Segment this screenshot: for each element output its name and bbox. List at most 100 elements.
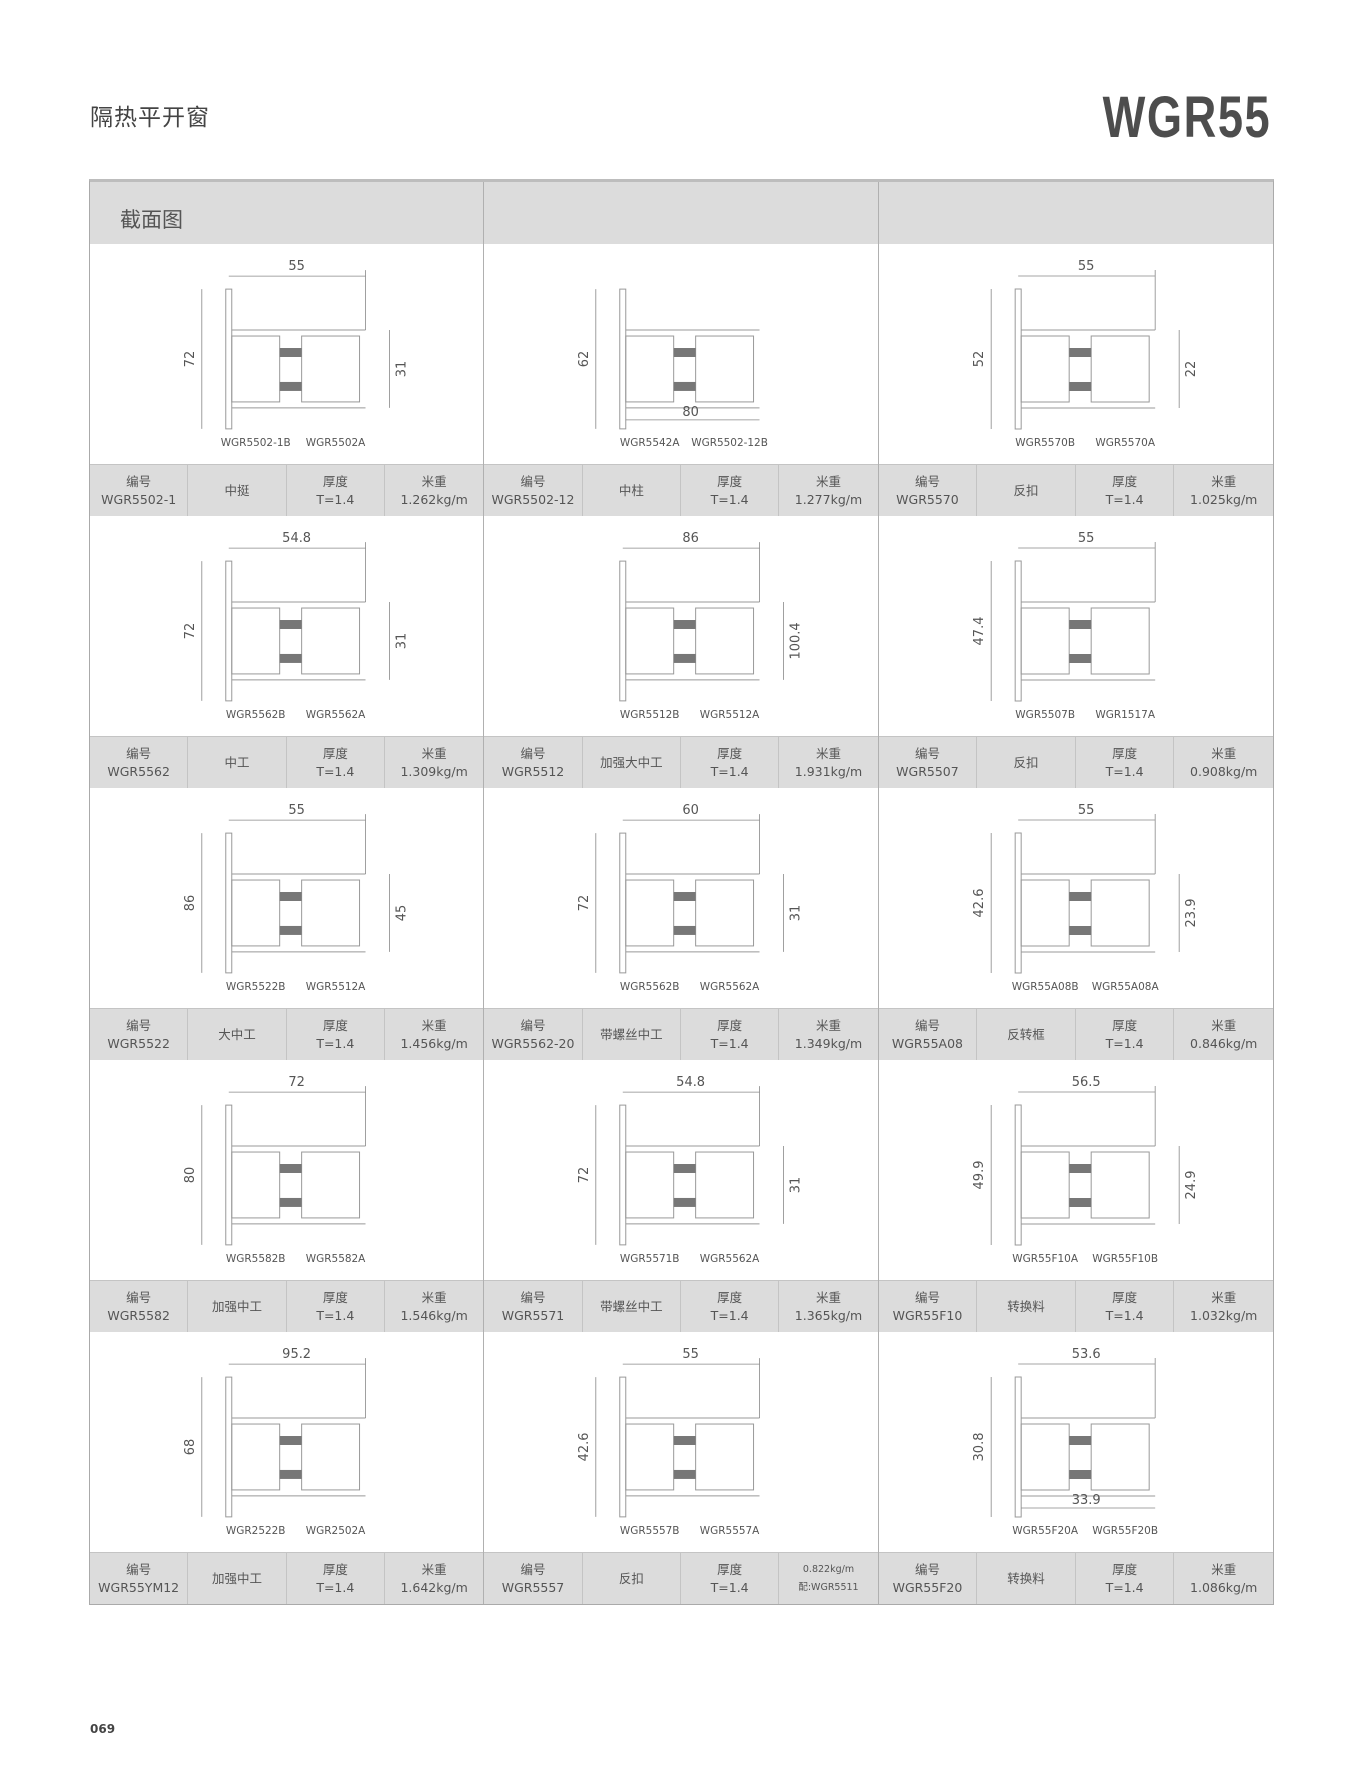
thermal-strip [674,1197,696,1207]
code-value: WGR55F10 [892,1307,963,1323]
code-label: 编号 [520,473,546,489]
profile-chamber [625,1151,675,1219]
profile-chamber [695,607,755,675]
thickness-cell: 厚度 T=1.4 [1076,1553,1175,1604]
thermal-strip [674,653,696,663]
thermal-strip [674,620,696,629]
code-cell: 编号 WGR55F10 [879,1281,978,1332]
code-value: WGR5502-1 [101,491,177,507]
part-label: WGR5562A [700,1253,760,1265]
code-cell: 编号 WGR5557 [484,1553,583,1604]
thickness-cell: 厚度 T=1.4 [681,1009,780,1060]
profile-drawing: 86 100.4 WGR5512B WGR5512A [619,531,804,721]
thickness-cell: 厚度 T=1.4 [287,1281,385,1332]
part-label: WGR5562A [700,981,760,993]
thickness-cell: 厚度 T=1.4 [287,1009,385,1060]
thickness-value: T=1.4 [316,763,355,779]
frame-bar [1014,1104,1022,1246]
part-label: WGR55F10A [1012,1253,1079,1265]
part-label: WGR5502A [306,437,366,449]
profile-cell: 55 47.4 WGR5507B WGR1517A 编号 WGR5507 反扣 厚度 T=1.4… [878,516,1273,788]
part-label: WGR5512A [700,709,760,721]
part-label: WGR55F20A [1012,1525,1079,1537]
frame-bar [619,1104,627,1246]
code-value: WGR5522 [107,1035,170,1051]
thermal-strip [279,1469,302,1479]
name-cell: 反扣 [583,1553,681,1604]
profile-chamber [1090,1151,1150,1219]
weight-label: 米重 [1211,473,1237,489]
profile-chamber [1020,1151,1070,1219]
dimension-bottom: 80 [683,405,700,420]
name-cell: 转换料 [977,1553,1076,1604]
thickness-cell: 厚度 T=1.4 [681,465,780,516]
weight-value: 1.931kg/m [794,763,863,779]
frame-bar [619,832,627,974]
weight-label: 米重 [815,1289,841,1305]
thermal-strip [279,1436,302,1445]
code-label: 编号 [126,745,152,761]
weight-value: 1.456kg/m [400,1035,468,1051]
thickness-value: T=1.4 [710,1579,749,1595]
spec-row: 编号 WGR5502-12 中柱 厚度 T=1.4 米重 1.277kg/m [484,464,878,516]
spec-row: 编号 WGR5512 加强大中工 厚度 T=1.4 米重 1.931kg/m [484,736,878,788]
thermal-strip [674,925,696,935]
profile-drawing: 53.6 30.8 33.9 WGR55F20A WGR55F20B [972,1347,1158,1537]
code-cell: 编号 WGR5512 [484,737,583,788]
profile-chamber [231,335,281,403]
code-label: 编号 [520,1017,546,1033]
profile-cell: 55 72 31 WGR5502-1B WGR5502A 编号 WGR5502-1 中挺 厚度 T… [90,244,485,516]
thickness-label: 厚度 [322,745,348,761]
dimension-left: 42.6 [972,889,987,918]
profile-chamber [1020,335,1070,403]
code-value: WGR5512 [501,763,565,779]
thermal-strip [674,892,696,901]
frame-bar [619,288,627,430]
frame-bar [225,832,233,974]
dimension-left: 86 [183,895,198,912]
page-title: 隔热平开窗 [90,105,210,131]
profile-name: 转换料 [1007,1298,1045,1314]
code-label: 编号 [126,473,152,489]
thermal-strip [1068,926,1091,935]
profile-drawing: 55 72 31 WGR5502-1B WGR5502A [183,259,410,449]
thermal-strip [279,892,302,901]
dimension-top: 55 [288,259,305,274]
dimension-left: 52 [972,351,987,368]
header-blank [879,182,1273,244]
weight-value: 1.309kg/m [400,763,468,779]
profile-drawing: 54.8 72 31 WGR5571B WGR5562A [577,1075,804,1265]
spec-row: 编号 WGR5557 反扣 厚度 T=1.4 0.822kg/m 配:WGR5511 [484,1552,878,1604]
dimension-top: 55 [1078,259,1095,274]
profile-chamber [231,1423,281,1491]
dimension-bottom: 33.9 [1071,1493,1100,1508]
profile-cell: 55 42.6 23.9 WGR55A08B WGR55A08A 编号 WGR55A08 反转… [878,788,1273,1060]
part-label: WGR55F20B [1092,1525,1158,1537]
code-label: 编号 [914,473,940,489]
profile-name: 中工 [224,754,250,770]
profile-name: 带螺丝中工 [600,1298,663,1314]
profile-drawing: 62 80 WGR5542A WGR5502-12B [577,288,768,449]
spec-row: 编号 WGR55A08 反转框 厚度 T=1.4 米重 0.846kg/m [878,1008,1273,1060]
weight-cell: 米重 0.846kg/m [1174,1009,1273,1060]
table-header: 截面图 [90,182,1273,244]
thermal-strip [674,381,696,391]
profile-name: 转换料 [1007,1570,1045,1586]
spec-row: 编号 WGR5570 反扣 厚度 T=1.4 米重 1.025kg/m [878,464,1273,516]
name-cell: 加强中工 [188,1553,287,1604]
dimension-right: 100.4 [789,622,804,659]
weight-label: 米重 [815,1017,841,1033]
frame-bar [225,288,233,430]
thickness-value: T=1.4 [1105,763,1144,779]
profile-cell: 55 52 22 WGR5570B WGR5570A 编号 WGR5570 反扣 厚度 T=1.4… [878,244,1273,516]
part-label: WGR55F10B [1092,1253,1158,1265]
profile-name: 加强中工 [211,1570,262,1586]
thickness-label: 厚度 [717,1017,743,1033]
part-label: WGR5570B [1015,437,1075,449]
name-cell: 转换料 [977,1281,1076,1332]
dimension-left: 47.4 [972,617,987,646]
thermal-strip [1068,348,1091,357]
profile-name: 中挺 [224,482,250,498]
thickness-value: T=1.4 [1105,491,1144,507]
profile-chamber [625,879,675,947]
